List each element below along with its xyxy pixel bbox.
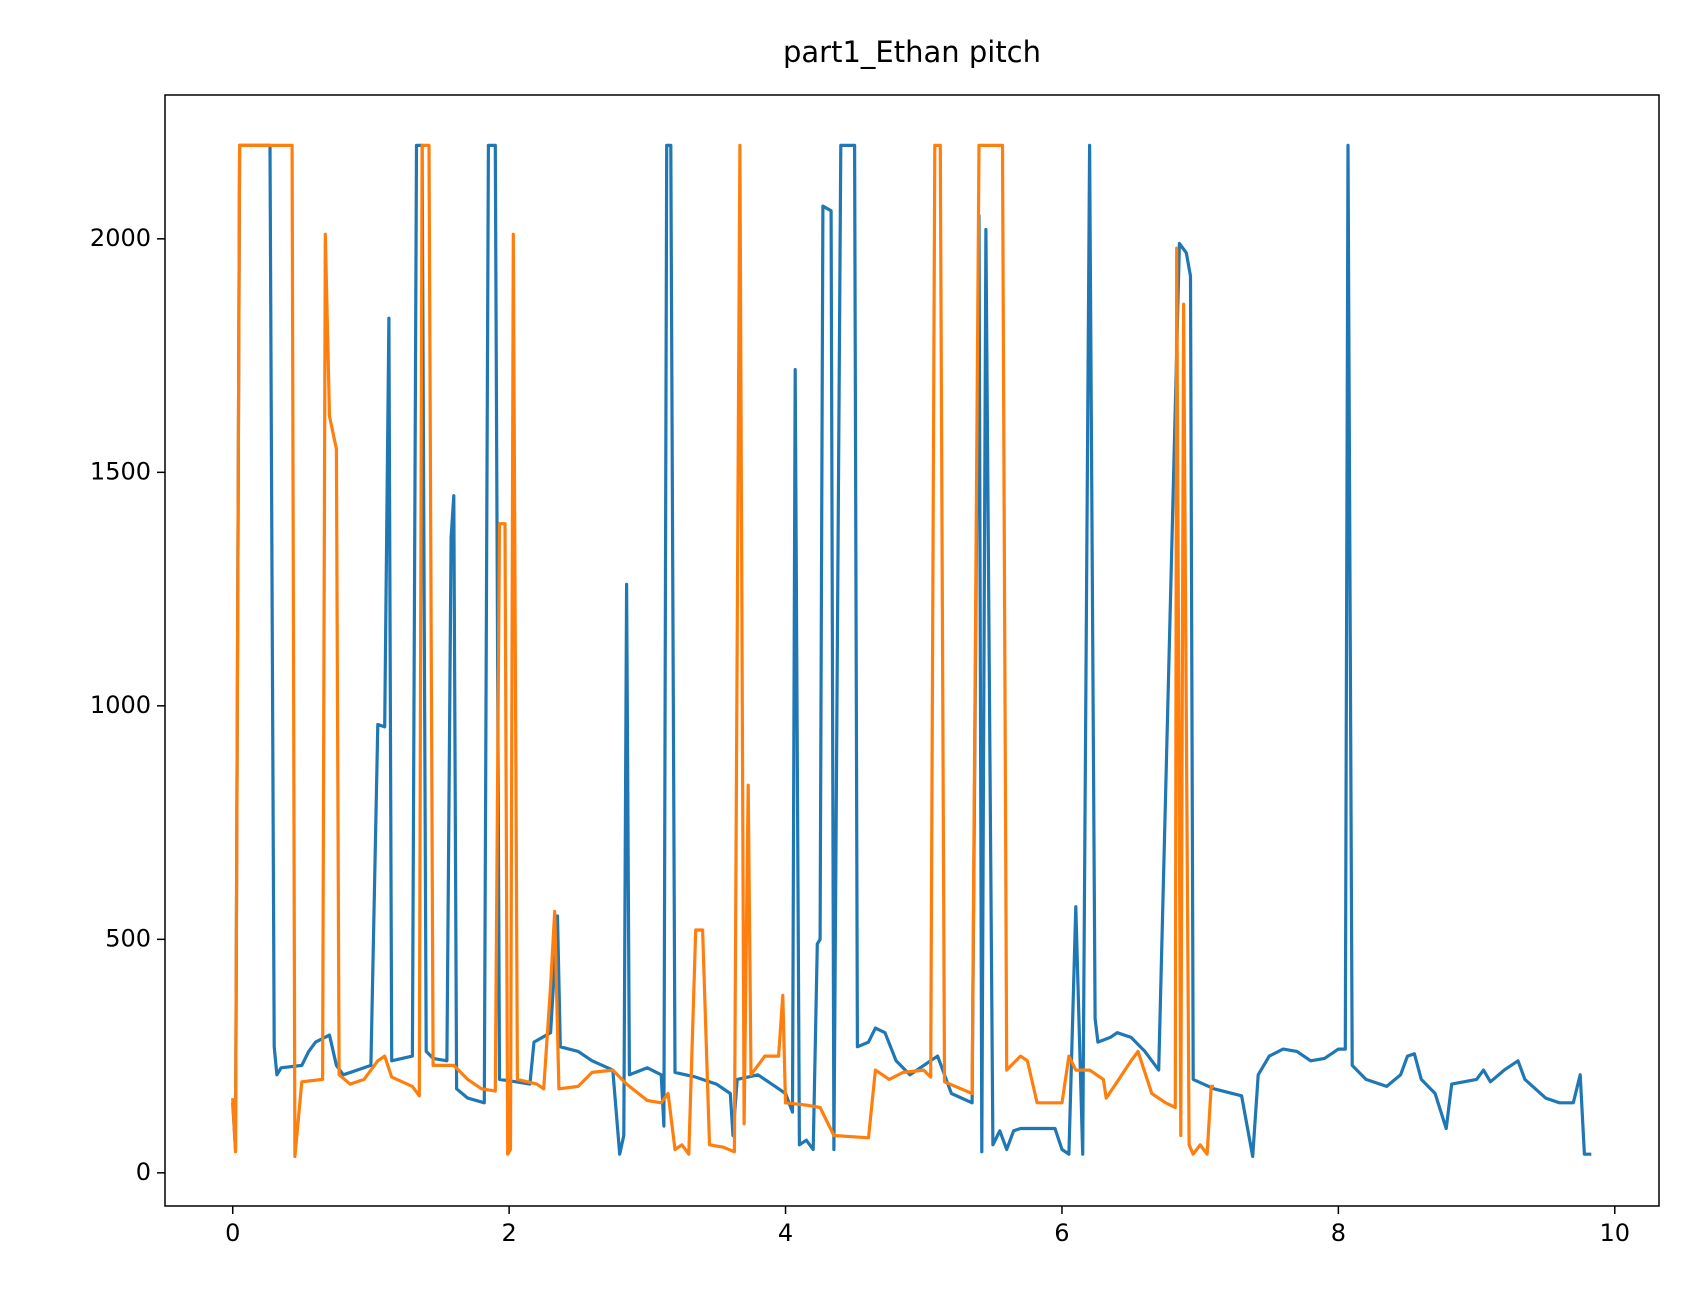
y-tick-label: 500 (105, 924, 151, 952)
chart-title: part1_Ethan pitch (783, 35, 1041, 69)
line-series (231, 143, 1592, 1159)
y-tick-label: 0 (136, 1158, 151, 1186)
y-tick-label: 1000 (90, 691, 151, 719)
x-tick-label: 2 (501, 1219, 516, 1247)
plot-frame (164, 94, 1660, 1207)
x-tick-label: 0 (225, 1219, 240, 1247)
line-series (231, 143, 1214, 1159)
x-tick-label: 6 (1054, 1219, 1069, 1247)
x-tick-label: 8 (1331, 1219, 1346, 1247)
y-tick-label: 1500 (90, 457, 151, 485)
x-tick-label: 10 (1600, 1219, 1631, 1247)
x-tick-label: 4 (778, 1219, 793, 1247)
y-tick-label: 2000 (90, 224, 151, 252)
